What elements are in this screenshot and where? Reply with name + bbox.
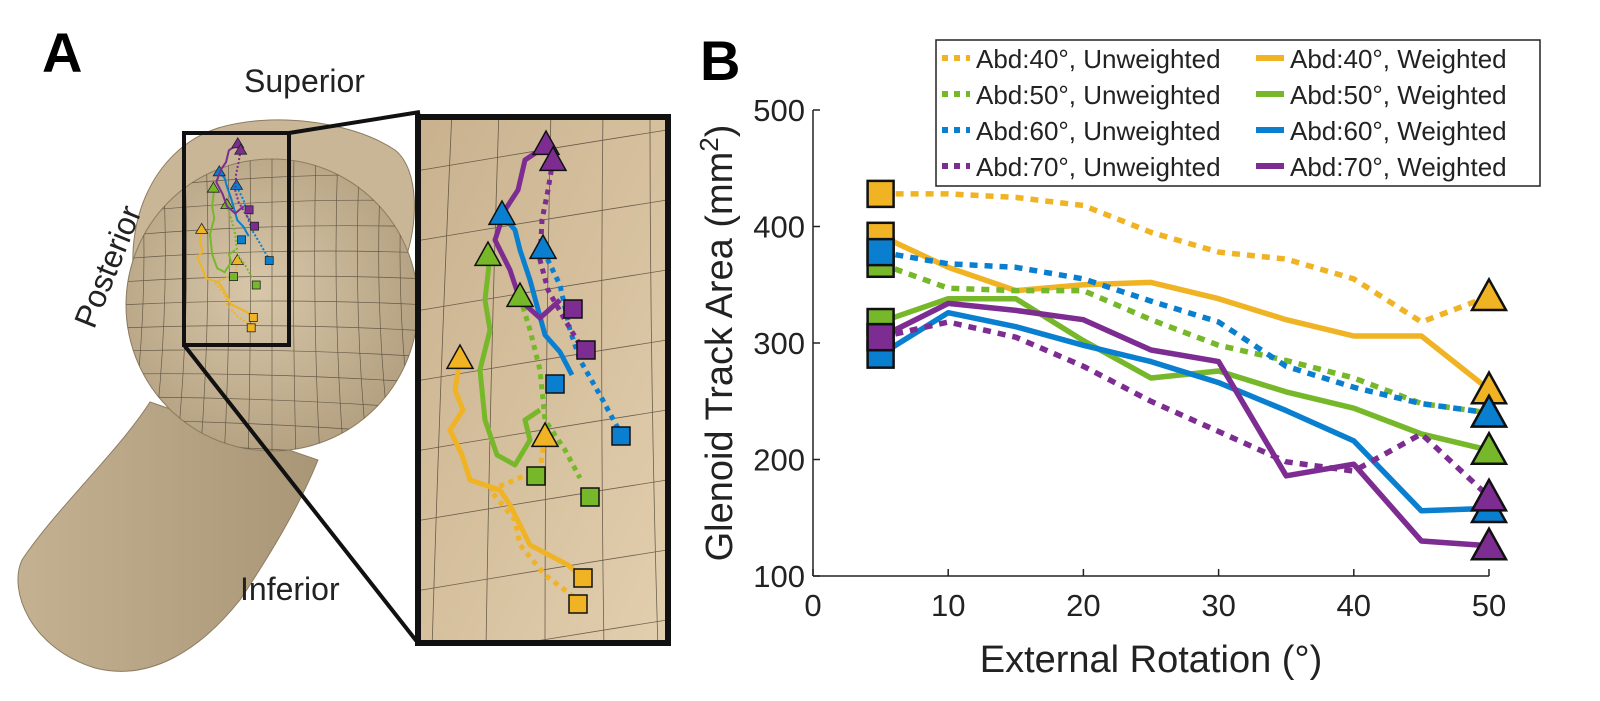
chart-markers xyxy=(866,179,1509,561)
track-start-marker xyxy=(563,299,583,319)
y-tick-label: 100 xyxy=(753,559,805,594)
x-axis-label: External Rotation (°) xyxy=(980,639,1323,681)
legend-label-2: Abd:40°, Weighted xyxy=(1290,44,1507,74)
series-end-triangle-8 xyxy=(1469,526,1509,561)
track-end-marker xyxy=(530,421,560,448)
series-start-square-1 xyxy=(866,179,895,209)
y-tick-label: 400 xyxy=(753,210,805,245)
series-line-7 xyxy=(879,319,1491,499)
legend-box xyxy=(935,39,1541,187)
y-axis-label: Glenoid Track Area (mm2) xyxy=(694,125,741,562)
panel-a-label: A xyxy=(42,21,82,84)
panel-b-label: B xyxy=(700,29,740,92)
superior-label: Superior xyxy=(244,63,365,99)
zoom-connector-top xyxy=(288,110,421,135)
zoom-connector-bottom xyxy=(182,343,420,645)
track-start-marker xyxy=(545,374,565,394)
inset-view xyxy=(415,114,671,646)
humerus-shaft xyxy=(17,401,319,672)
track-start-marker xyxy=(568,594,588,614)
series-end-triangle-7 xyxy=(1469,477,1509,512)
panel-b: B 100 200 300 400 500 0 10 20 30 40 50 Glenoid Tra… xyxy=(694,29,1541,681)
small-track-overview xyxy=(194,137,274,333)
track-start-marker xyxy=(576,340,596,360)
selection-box xyxy=(182,131,291,347)
inset-frame xyxy=(415,114,671,646)
legend-label-3: Abd:50°, Unweighted xyxy=(976,80,1221,110)
legend-label-8: Abd:70°, Weighted xyxy=(1290,152,1507,182)
track-end-marker xyxy=(473,240,503,267)
series-line-8 xyxy=(879,300,1490,549)
y-tick-label: 300 xyxy=(753,326,805,361)
series-line-6 xyxy=(879,309,1490,514)
track-start-marker xyxy=(580,487,600,507)
x-tick-label: 0 xyxy=(804,588,821,623)
track-start-marker xyxy=(573,568,593,588)
track-start-marker xyxy=(611,426,631,446)
series-end-triangle-1 xyxy=(1469,276,1509,312)
x-tick-label: 30 xyxy=(1201,588,1235,623)
track-end-marker xyxy=(538,145,568,172)
series-line-3 xyxy=(879,261,1490,416)
inset-tracks xyxy=(445,129,631,614)
series-end-triangle-5 xyxy=(1469,393,1509,428)
track-start-marker xyxy=(526,466,546,486)
chart-series xyxy=(879,191,1491,549)
panel-a: A Superior Posterior Inferior xyxy=(17,21,671,672)
x-tick-label: 50 xyxy=(1472,588,1506,623)
inferior-label: Inferior xyxy=(240,571,340,607)
track-end-marker xyxy=(445,343,475,370)
track-end-marker xyxy=(505,281,535,308)
series-end-triangle-4 xyxy=(1469,430,1509,466)
x-tick-label: 40 xyxy=(1337,588,1371,623)
chart-legend: Abd:40°, Unweighted Abd:40°, Weighted Abd:… xyxy=(935,39,1541,187)
series-start-square-5 xyxy=(866,237,895,267)
chart-axes: 100 200 300 400 500 0 10 20 30 40 50 xyxy=(753,93,1506,623)
series-start-square-8 xyxy=(866,322,895,352)
legend-label-4: Abd:50°, Weighted xyxy=(1290,80,1507,110)
series-line-1 xyxy=(880,191,1490,325)
y-tick-label: 200 xyxy=(753,443,805,478)
legend-label-1: Abd:40°, Unweighted xyxy=(976,44,1221,74)
track-end-marker xyxy=(487,199,517,226)
y-tick-label: 500 xyxy=(753,93,805,128)
track-end-marker xyxy=(528,233,558,260)
legend-label-7: Abd:70°, Unweighted xyxy=(976,152,1221,182)
series-line-2 xyxy=(879,233,1491,392)
x-tick-label: 10 xyxy=(931,588,965,623)
x-tick-label: 20 xyxy=(1066,588,1100,623)
legend-label-5: Abd:60°, Unweighted xyxy=(976,116,1221,146)
legend-label-6: Abd:60°, Weighted xyxy=(1290,116,1507,146)
